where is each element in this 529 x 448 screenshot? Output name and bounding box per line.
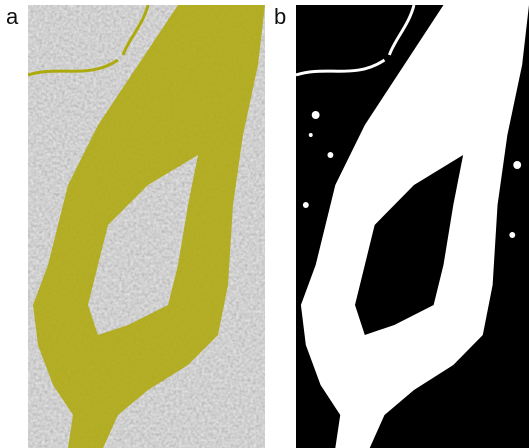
satellite-image [28,5,265,448]
panel-label: a [6,4,18,30]
panel-label: b [274,4,286,30]
figure: a b [0,0,529,448]
binary-mask [296,5,529,448]
